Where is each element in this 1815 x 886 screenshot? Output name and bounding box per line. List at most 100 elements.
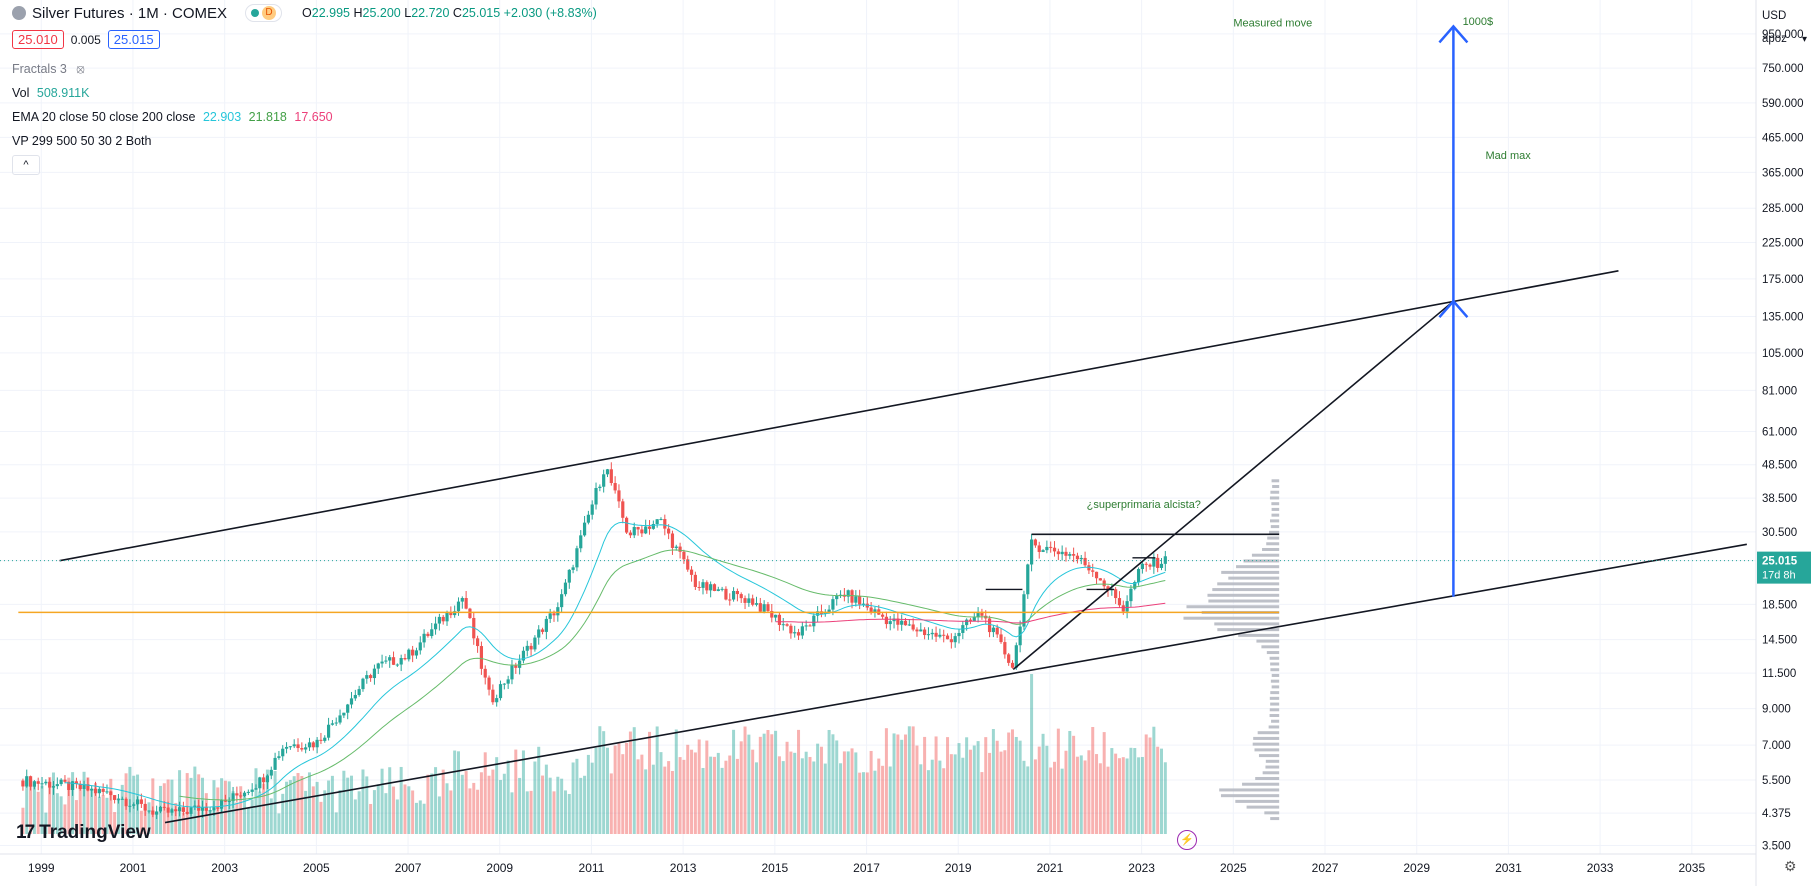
volume-bar xyxy=(701,767,705,834)
candle-body xyxy=(319,739,323,741)
volume-bar xyxy=(434,767,438,834)
volume-bar xyxy=(411,790,415,834)
volume-bar xyxy=(82,771,86,834)
volume-profile-bar xyxy=(1253,736,1280,740)
volume-bar xyxy=(25,779,29,834)
candle-body xyxy=(296,744,300,749)
candle-body xyxy=(67,781,71,790)
volume-bar xyxy=(861,772,865,834)
volume-bar xyxy=(1152,726,1156,834)
volume-bar xyxy=(1033,759,1037,834)
ask-price[interactable]: 25.015 xyxy=(107,30,160,49)
candle-body xyxy=(1007,654,1011,663)
volume-bar xyxy=(984,737,988,834)
x-tick-label: 2035 xyxy=(1678,861,1705,875)
candle-body xyxy=(70,781,75,790)
volume-bar xyxy=(583,775,587,834)
volume-bar xyxy=(793,752,797,834)
volume-profile-bar xyxy=(1272,485,1280,489)
candle-body xyxy=(235,793,239,796)
candle-body xyxy=(1102,580,1106,587)
volume-bar xyxy=(976,741,980,834)
volume-profile-bar xyxy=(1270,525,1280,529)
volume-bar xyxy=(755,762,759,834)
volume-bar xyxy=(590,762,594,834)
fractals-indicator[interactable]: Fractals 3 ⦻ xyxy=(12,62,85,76)
volume-bar xyxy=(258,791,262,834)
volume-bar xyxy=(919,764,923,834)
candle-body xyxy=(162,806,166,808)
volume-bar xyxy=(1091,727,1095,834)
volume-bar xyxy=(51,772,55,834)
candle-body xyxy=(976,611,980,618)
volume-bar xyxy=(86,777,90,834)
volume-bar xyxy=(942,768,946,834)
volume-bar xyxy=(605,747,609,834)
volume-bar xyxy=(445,783,449,834)
volume-bar xyxy=(418,800,422,834)
volume-bar xyxy=(1144,734,1148,834)
volume-bar xyxy=(1137,757,1141,834)
chevron-down-icon: ▾ xyxy=(1802,34,1807,45)
volume-bar xyxy=(865,772,869,834)
ema-indicator[interactable]: EMA 20 close 50 close 200 close 22.903 2… xyxy=(12,110,333,124)
candle-body xyxy=(743,598,747,603)
candle-body xyxy=(991,627,995,633)
candle-body xyxy=(25,776,29,787)
volume-bar xyxy=(842,751,846,834)
candle-body xyxy=(346,704,350,713)
candle-body xyxy=(189,807,193,814)
candle-body xyxy=(521,650,526,661)
quote-row: 25.010 0.005 25.015 xyxy=(12,30,160,49)
volume-profile-bar xyxy=(1269,496,1280,500)
tradingview-logo[interactable]: 17 TradingView xyxy=(16,822,151,844)
candle-body xyxy=(1098,578,1102,581)
candle-body xyxy=(892,618,896,622)
candle-body xyxy=(506,679,510,684)
market-status-pill[interactable]: D xyxy=(245,4,283,22)
collapse-indicators-button[interactable]: ^ xyxy=(12,155,40,175)
hidden-eye-icon[interactable]: ⦻ xyxy=(76,62,85,76)
ema20-line xyxy=(64,521,1166,808)
candle-body xyxy=(938,634,942,637)
volume-bar xyxy=(334,812,338,834)
symbol-title[interactable]: Silver Futures · 1M · COMEX xyxy=(32,4,228,22)
volume-profile-bar xyxy=(1242,782,1280,786)
candle-body xyxy=(288,746,292,748)
bid-price[interactable]: 25.010 xyxy=(12,30,64,49)
x-tick-label: 2027 xyxy=(1312,861,1339,875)
volume-profile-bar xyxy=(1268,725,1280,729)
volume-bar xyxy=(476,789,480,834)
volume-indicator[interactable]: Vol 508.911K xyxy=(12,86,90,100)
volume-bar xyxy=(1026,766,1030,834)
candle-body xyxy=(1152,557,1156,567)
y-tick-label: 465.000 xyxy=(1762,132,1804,144)
volume-bar xyxy=(407,786,411,834)
candle-body xyxy=(793,632,797,634)
volume-bar xyxy=(174,802,178,834)
volume-bar xyxy=(690,749,694,834)
candle-body xyxy=(1094,571,1099,579)
volume-bar xyxy=(1064,750,1068,834)
candle-body xyxy=(139,799,143,804)
candle-body xyxy=(334,722,338,724)
gear-icon[interactable]: ⚙ xyxy=(1784,858,1797,874)
candle-body xyxy=(1148,564,1152,567)
volume-bar xyxy=(1102,732,1106,834)
candle-body xyxy=(858,596,862,605)
volume-bar xyxy=(850,748,854,834)
volume-bar xyxy=(884,728,888,834)
volume-bar xyxy=(36,791,40,834)
volume-profile-bar xyxy=(1270,519,1280,523)
candle-body xyxy=(28,776,33,787)
volume-bar xyxy=(1045,745,1049,834)
volume-profile-indicator[interactable]: VP 299 500 50 30 2 Both xyxy=(12,134,152,148)
candle-body xyxy=(754,603,759,605)
candle-body xyxy=(403,658,407,660)
candle-body xyxy=(185,811,189,814)
volume-bar xyxy=(143,808,147,834)
volume-bar xyxy=(1018,740,1022,834)
volume-profile-bar xyxy=(1264,811,1280,815)
bolt-icon[interactable]: ⚡ xyxy=(1177,830,1197,850)
